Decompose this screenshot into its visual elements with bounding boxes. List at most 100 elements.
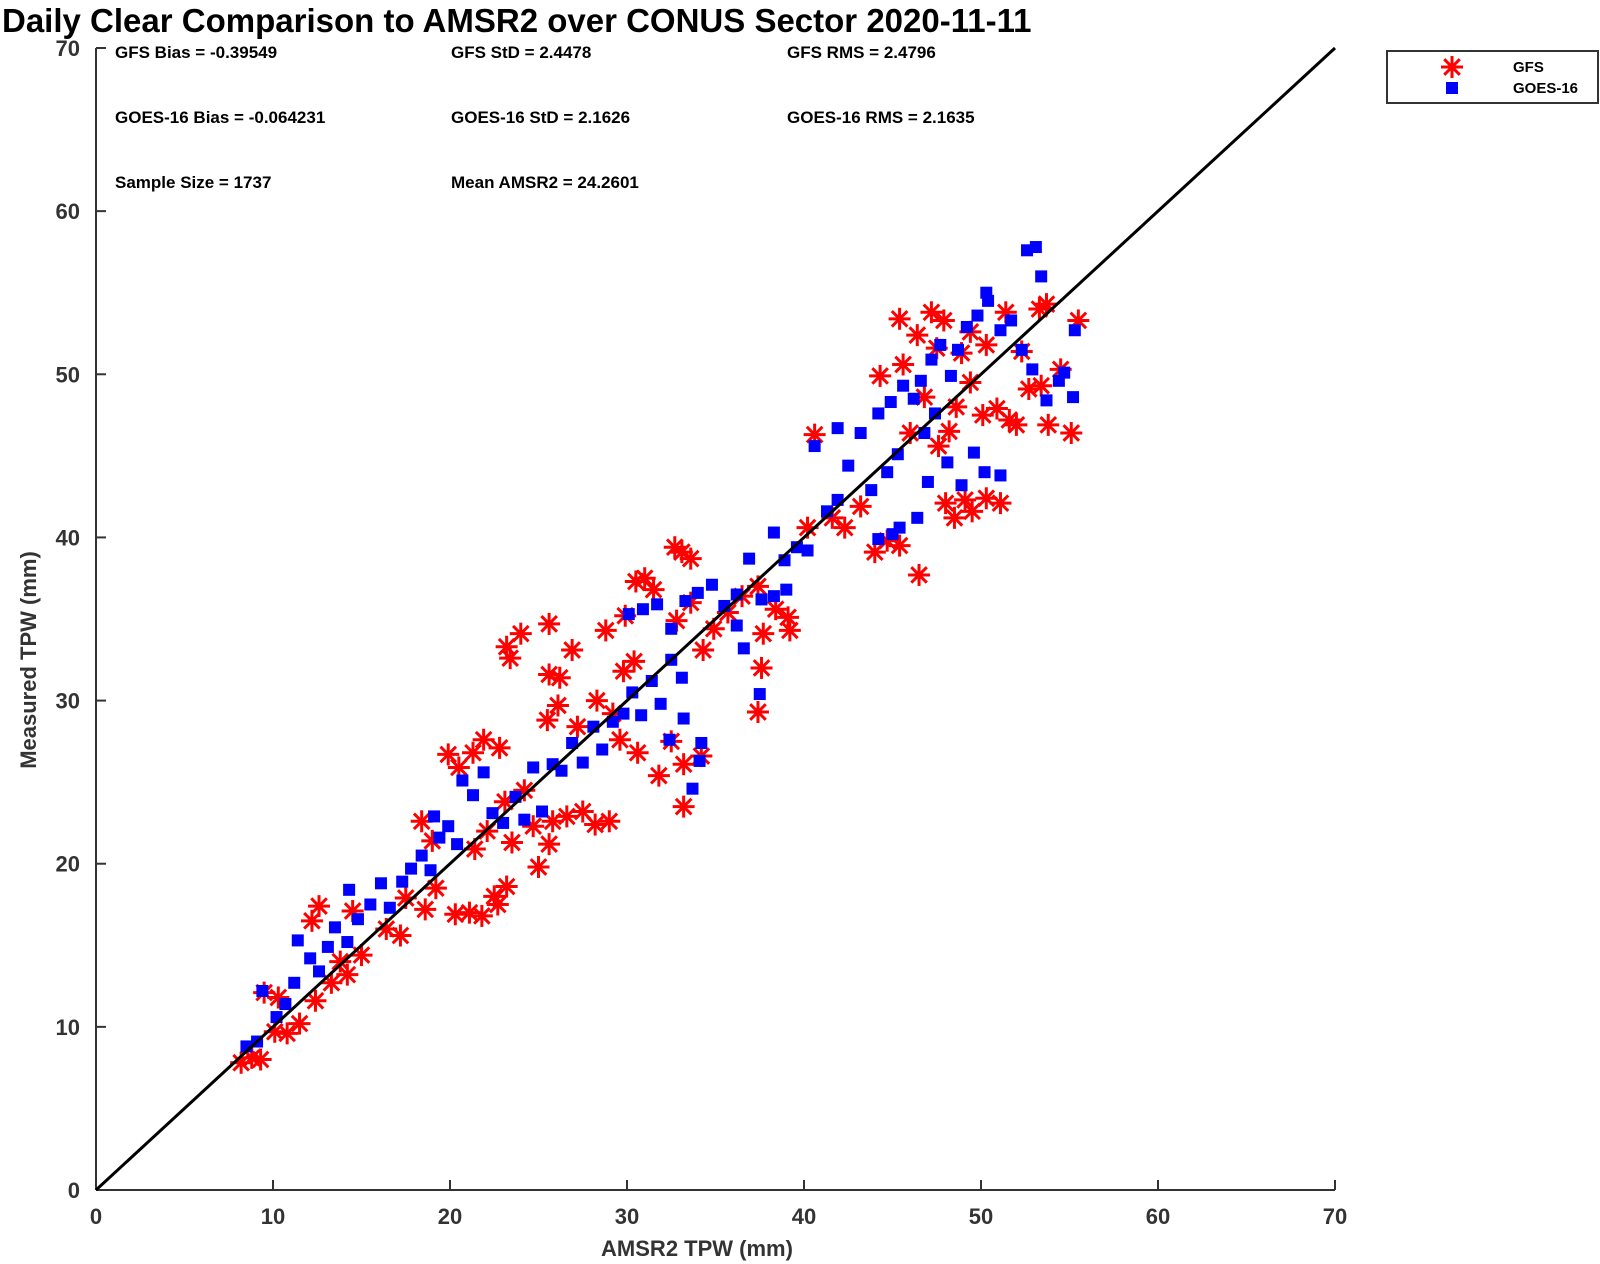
goes16-data-point (955, 479, 968, 492)
gfs-data-point (350, 944, 373, 967)
legend-box (1386, 50, 1599, 104)
x-tick-label: 70 (1323, 1204, 1347, 1229)
goes16-data-point (1067, 391, 1080, 404)
gfs-data-point (561, 638, 584, 661)
goes16-data-point (1015, 343, 1028, 356)
goes16-data-point (691, 586, 704, 599)
goes16-data-point (645, 674, 658, 687)
gfs-data-point (249, 1048, 272, 1071)
goes16-data-point (477, 766, 490, 779)
gfs-data-point (752, 622, 775, 645)
goes16-data-point (705, 578, 718, 591)
goes16-data-point (865, 484, 878, 497)
gfs-data-point (989, 492, 1012, 515)
gfs-data-point (633, 567, 656, 590)
goes16-data-point (536, 805, 549, 818)
x-tick-label: 40 (792, 1204, 816, 1229)
stat-label: Mean AMSR2 = 24.2601 (451, 173, 639, 192)
gfs-data-point (585, 689, 608, 712)
goes16-data-point (467, 789, 480, 802)
goes16-data-point (606, 715, 619, 728)
gfs-data-point (555, 805, 578, 828)
goes16-data-point (884, 396, 897, 409)
goes16-data-point (1058, 366, 1071, 379)
gfs-data-point (308, 895, 331, 918)
goes16-data-point (424, 864, 437, 877)
goes16-data-point (665, 622, 678, 635)
x-tick-label: 20 (438, 1204, 462, 1229)
legend-goes16-marker (1446, 82, 1458, 94)
y-tick-label: 60 (56, 199, 80, 224)
stat-label: GFS RMS = 2.4796 (787, 43, 936, 62)
gfs-data-point (888, 307, 911, 330)
goes16-data-point (872, 407, 885, 420)
goes16-data-point (767, 590, 780, 603)
goes16-data-point (527, 761, 540, 774)
gfs-data-point (833, 516, 856, 539)
gfs-data-point (336, 963, 359, 986)
goes16-data-point (693, 754, 706, 767)
goes16-data-point (351, 913, 364, 926)
stat-label: GFS StD = 2.4478 (451, 43, 591, 62)
gfs-data-point (1030, 374, 1053, 397)
goes16-data-point (928, 407, 941, 420)
goes16-data-point (911, 511, 924, 524)
gfs-data-point (414, 898, 437, 921)
gfs-data-point (444, 903, 467, 926)
gfs-data-point (943, 506, 966, 529)
goes16-data-point (518, 813, 531, 826)
gfs-data-point (961, 500, 984, 523)
goes16-data-point (897, 379, 910, 392)
y-axis-label: Measured TPW (mm) (16, 551, 41, 769)
gfs-data-point (945, 395, 968, 418)
series-goes-16 (240, 241, 1081, 1053)
goes16-data-point (617, 707, 630, 720)
goes16-data-point (951, 343, 964, 356)
goes16-data-point (1068, 324, 1081, 337)
goes16-data-point (279, 998, 292, 1011)
goes16-data-point (686, 782, 699, 795)
goes16-data-point (383, 901, 396, 914)
goes16-data-point (790, 541, 803, 554)
goes16-data-point (914, 374, 927, 387)
goes16-data-point (328, 921, 341, 934)
goes16-data-point (304, 952, 317, 965)
gfs-data-point (679, 547, 702, 570)
y-tick-label: 40 (56, 525, 80, 550)
gfs-data-point (594, 619, 617, 642)
goes16-data-point (626, 686, 639, 699)
gfs-data-point (672, 795, 695, 818)
x-tick-label: 60 (1146, 1204, 1170, 1229)
gfs-data-point (908, 563, 931, 586)
gfs-data-point (692, 638, 715, 661)
goes16-data-point (1035, 270, 1048, 283)
gfs-data-point (566, 715, 589, 738)
goes16-data-point (767, 526, 780, 539)
gfs-data-point (1005, 413, 1028, 436)
goes16-data-point (755, 593, 768, 606)
gfs-data-point (462, 741, 485, 764)
goes16-data-point (288, 976, 301, 989)
y-tick-label: 0 (68, 1178, 80, 1203)
goes16-data-point (971, 309, 984, 322)
gfs-data-point (288, 1012, 311, 1035)
gfs-data-point (584, 813, 607, 836)
goes16-data-point (451, 838, 464, 851)
gfs-data-point (500, 831, 523, 854)
legend: GFS GOES-16 (1386, 50, 1599, 104)
goes16-data-point (753, 688, 766, 701)
goes16-data-point (374, 877, 387, 890)
gfs-data-point (750, 656, 773, 679)
goes16-data-point (1040, 394, 1053, 407)
gfs-data-point (1037, 413, 1060, 436)
goes16-data-point (831, 422, 844, 435)
gfs-data-point (1035, 293, 1058, 316)
goes16-data-point (396, 875, 409, 888)
gfs-data-point (472, 728, 495, 751)
goes16-data-point (907, 392, 920, 405)
goes16-data-point (636, 603, 649, 616)
goes16-data-point (921, 475, 934, 488)
x-tick-label: 0 (90, 1204, 102, 1229)
goes16-data-point (635, 709, 648, 722)
goes16-data-point (944, 369, 957, 382)
